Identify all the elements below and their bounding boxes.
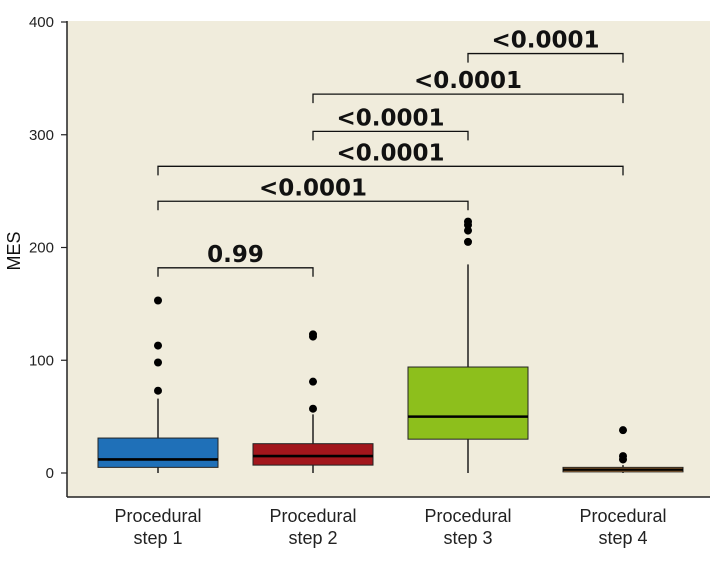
iqr-box — [252, 443, 374, 466]
outlier-point — [464, 217, 472, 226]
y-tick-label: 400 — [29, 14, 54, 31]
p-value-label: <0.0001 — [336, 105, 444, 131]
p-value-label: <0.0001 — [336, 140, 444, 166]
outlier-point — [154, 358, 162, 367]
significance-bracket: <0.0001 — [312, 105, 469, 141]
significance-bracket: <0.0001 — [157, 140, 624, 176]
outlier-point — [464, 226, 472, 235]
bracket-line — [157, 165, 624, 176]
p-value-label: 0.99 — [207, 242, 264, 268]
box-group-step-3 — [407, 217, 529, 473]
bracket-line — [467, 52, 624, 63]
y-tick-label: 200 — [29, 240, 54, 257]
significance-bracket: 0.99 — [157, 242, 314, 277]
significance-bracket: <0.0001 — [467, 28, 624, 63]
outlier-point — [309, 330, 317, 339]
outlier-point — [154, 341, 162, 350]
p-value-label: <0.0001 — [259, 175, 367, 201]
y-tick-label: 300 — [29, 127, 54, 144]
p-value-label: <0.0001 — [414, 68, 522, 94]
iqr-box — [97, 437, 219, 468]
significance-bracket: <0.0001 — [157, 175, 469, 211]
box-group-step-4 — [562, 426, 684, 473]
y-tick-label: 100 — [29, 352, 54, 369]
bracket-line — [312, 130, 469, 141]
outlier-point — [619, 452, 627, 461]
x-tick-label: Procedural step 1 — [114, 506, 201, 548]
plot-background — [67, 21, 710, 497]
box-group-step-1 — [97, 296, 219, 473]
bracket-line — [157, 200, 469, 211]
significance-bracket: <0.0001 — [312, 68, 624, 104]
outlier-point — [154, 386, 162, 395]
outlier-point — [154, 296, 162, 305]
outlier-point — [464, 237, 472, 246]
outlier-point — [309, 377, 317, 386]
outlier-point — [309, 404, 317, 413]
p-value-label: <0.0001 — [491, 28, 599, 54]
outlier-point — [619, 426, 627, 435]
y-tick-label: 0 — [46, 465, 54, 482]
x-tick-label: Procedural step 2 — [269, 506, 356, 548]
box-group-step-2 — [252, 330, 374, 473]
bracket-line — [157, 267, 314, 277]
y-axis-label: MES — [4, 231, 24, 270]
x-tick-label: Procedural step 4 — [579, 506, 666, 548]
iqr-box — [407, 366, 529, 440]
bracket-line — [312, 93, 624, 104]
x-tick-label: Procedural step 3 — [424, 506, 511, 548]
